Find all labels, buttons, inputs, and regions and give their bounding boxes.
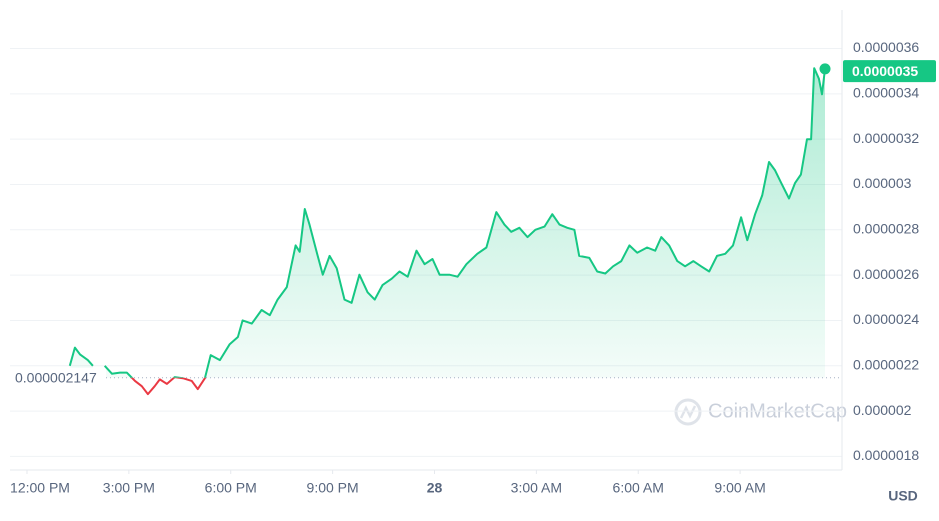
x-tick-label: 3:00 AM <box>511 480 562 496</box>
x-tick-label: 3:00 PM <box>103 480 155 496</box>
y-tick-label: 0.0000032 <box>853 130 919 146</box>
x-tick-label: 12:00 PM <box>10 480 70 496</box>
x-tick-label: 6:00 PM <box>205 480 257 496</box>
y-tick-label: 0.0000026 <box>853 266 919 282</box>
price-area <box>69 68 825 378</box>
y-tick-label: 0.0000018 <box>853 447 919 463</box>
x-tick-label: 9:00 AM <box>714 480 765 496</box>
currency-label: USD <box>888 488 918 504</box>
y-tick-label: 0.0000036 <box>853 39 919 55</box>
y-tick-label: 0.0000034 <box>853 85 919 101</box>
last-point <box>819 63 831 75</box>
reference-label: 0.000002147 <box>15 369 97 385</box>
reference-label-bg <box>10 367 106 388</box>
x-tick-label: 28 <box>427 480 443 496</box>
price-line-up <box>68 67 826 378</box>
y-tick-label: 0.000003 <box>853 175 912 191</box>
x-tick-label: 9:00 PM <box>307 480 359 496</box>
y-tick-label: 0.0000028 <box>853 221 919 237</box>
watermark-logo <box>674 398 702 426</box>
y-tick-label: 0.0000024 <box>853 311 919 327</box>
y-tick-label: 0.0000022 <box>853 356 919 372</box>
price-tag <box>843 60 936 83</box>
y-tick-label: 0.000002 <box>853 402 912 418</box>
x-tick-label: 6:00 AM <box>613 480 664 496</box>
price-tag-label: 0.0000035 <box>852 63 918 79</box>
